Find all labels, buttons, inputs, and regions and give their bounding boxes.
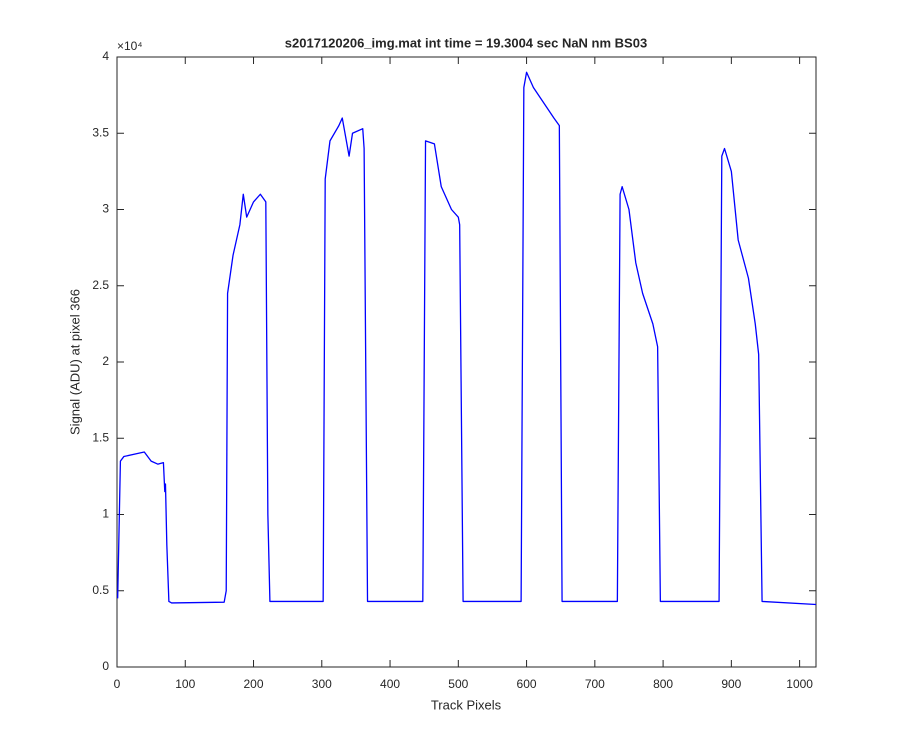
y-tick-label: 3.5 bbox=[92, 125, 109, 139]
x-tick-label: 0 bbox=[114, 677, 121, 691]
x-tick-label: 800 bbox=[653, 677, 673, 691]
y-tick-label: 3 bbox=[102, 202, 109, 216]
x-tick-label: 300 bbox=[312, 677, 332, 691]
x-tick-label: 600 bbox=[517, 677, 537, 691]
y-tick-label: 2 bbox=[102, 354, 109, 368]
y-axis-label: Signal (ADU) at pixel 366 bbox=[67, 289, 82, 435]
axes-box bbox=[116, 56, 817, 668]
x-tick-label: 700 bbox=[585, 677, 605, 691]
x-tick-label: 200 bbox=[244, 677, 264, 691]
y-tick-label: 4 bbox=[102, 49, 109, 63]
y-tick-label: 1 bbox=[102, 507, 109, 521]
data-line bbox=[117, 71, 817, 606]
y-tick-label: 0.5 bbox=[92, 583, 109, 597]
x-tick-label: 1000 bbox=[786, 677, 813, 691]
y-tick-label: 0 bbox=[102, 659, 109, 673]
y-exponent-label: ×10⁴ bbox=[117, 39, 143, 53]
x-axis-label: Track Pixels bbox=[431, 697, 502, 712]
x-tick-label: 400 bbox=[380, 677, 400, 691]
y-tick-label: 2.5 bbox=[92, 278, 109, 292]
x-tick-label: 500 bbox=[448, 677, 468, 691]
chart-title: s2017120206_img.mat int time = 19.3004 s… bbox=[285, 35, 647, 50]
x-tick-label: 900 bbox=[721, 677, 741, 691]
x-tick-label: 100 bbox=[175, 677, 195, 691]
y-tick-label: 1.5 bbox=[92, 430, 109, 444]
